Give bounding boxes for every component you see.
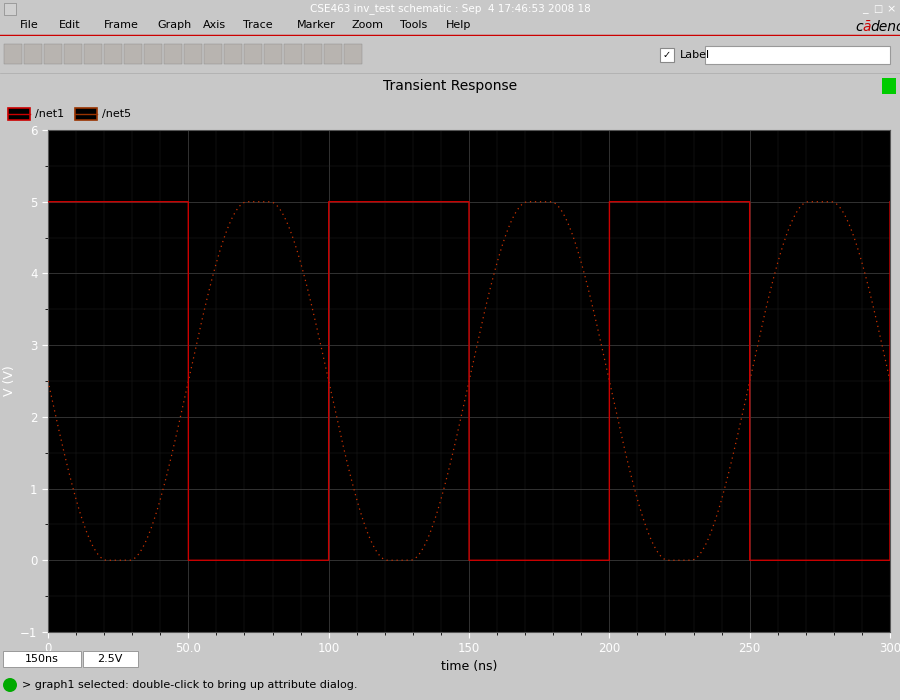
Bar: [304, 44, 322, 64]
Text: c: c: [855, 20, 862, 34]
Text: _: _: [862, 4, 868, 14]
Text: /net1: /net1: [35, 109, 64, 119]
Bar: [224, 44, 242, 64]
Bar: [204, 44, 222, 64]
Text: Label: Label: [680, 50, 710, 60]
Bar: [4, 3, 16, 15]
Text: Frame: Frame: [104, 20, 139, 30]
Bar: [244, 44, 262, 64]
X-axis label: time (ns): time (ns): [441, 659, 497, 673]
Bar: [3, 651, 81, 667]
Text: Tools: Tools: [400, 20, 428, 30]
Bar: [124, 44, 142, 64]
Bar: [4, 44, 22, 64]
Bar: [104, 44, 122, 64]
Text: > graph1 selected: double-click to bring up attribute dialog.: > graph1 selected: double-click to bring…: [22, 680, 357, 690]
Bar: [83, 651, 138, 667]
Y-axis label: V (V): V (V): [3, 365, 16, 396]
Bar: [24, 44, 42, 64]
Bar: [75, 108, 97, 120]
Text: 2.5V: 2.5V: [97, 654, 122, 664]
Circle shape: [3, 678, 17, 692]
Bar: [184, 44, 202, 64]
Text: Graph: Graph: [158, 20, 192, 30]
Text: ā: ā: [862, 20, 870, 34]
Bar: [84, 44, 102, 64]
Text: Help: Help: [446, 20, 471, 30]
Text: ✓: ✓: [663, 50, 671, 60]
Bar: [705, 46, 890, 64]
Text: /net5: /net5: [102, 109, 131, 119]
Text: Transient Response: Transient Response: [382, 79, 518, 93]
Bar: [264, 44, 282, 64]
Text: ×: ×: [886, 4, 896, 14]
Bar: [164, 44, 182, 64]
Text: Axis: Axis: [202, 20, 226, 30]
Text: Zoom: Zoom: [351, 20, 383, 30]
Text: dence: dence: [870, 20, 900, 34]
Bar: [8, 108, 30, 120]
Bar: [344, 44, 362, 64]
Text: Trace: Trace: [243, 20, 273, 30]
Bar: [284, 44, 302, 64]
Bar: [660, 48, 674, 62]
Bar: [44, 44, 62, 64]
Text: Marker: Marker: [297, 20, 336, 30]
Bar: [324, 44, 342, 64]
Text: 150ns: 150ns: [25, 654, 58, 664]
Bar: [64, 44, 82, 64]
Text: CSE463 inv_test schematic : Sep  4 17:46:53 2008 18: CSE463 inv_test schematic : Sep 4 17:46:…: [310, 4, 590, 15]
Bar: [882, 78, 896, 94]
Text: File: File: [20, 20, 39, 30]
Text: Edit: Edit: [58, 20, 80, 30]
Text: □: □: [873, 4, 883, 14]
Bar: [144, 44, 162, 64]
